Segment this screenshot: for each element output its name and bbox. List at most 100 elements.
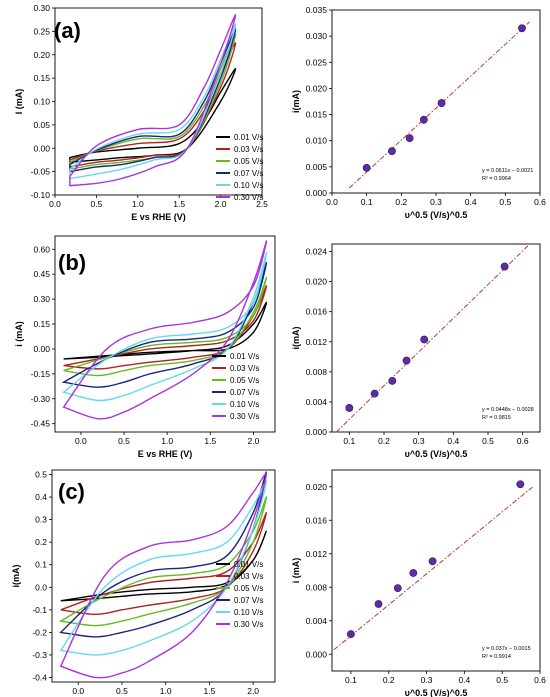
legend-label: 0.05 V/s	[230, 376, 259, 385]
data-point	[516, 480, 525, 489]
cv-curve-007	[61, 261, 268, 388]
y-tick-label: -0.15	[31, 369, 51, 379]
y-tick-label: 0.25	[33, 26, 50, 36]
y-tick-label: 0.20	[33, 50, 50, 60]
x-tick-label: 1.5	[203, 686, 215, 696]
y-tick-label: 0.012	[306, 337, 328, 347]
y-tick-label: 0.000	[306, 188, 328, 198]
y-tick-label: 0.020	[306, 83, 328, 93]
y-tick-label: 0.020	[306, 482, 328, 492]
y-tick-label: -0.1	[32, 605, 47, 615]
y-tick-label: 0.010	[306, 136, 328, 146]
x-tick-label: 2.0	[247, 686, 259, 696]
y-tick-label: 0.00	[33, 344, 50, 354]
y-tick-label: 0.024	[306, 247, 328, 257]
y-tick-label: 0.1	[35, 560, 47, 570]
y-tick-label: 0.012	[306, 549, 328, 559]
legend-label: 0.05 V/s	[234, 157, 263, 166]
cv-curve-001	[60, 530, 267, 602]
plot-frame	[51, 469, 276, 683]
x-tick-label: 0.2	[378, 436, 390, 446]
fit-r-squared: R² = 0.9815	[482, 415, 511, 421]
y-tick-label: 0.005	[306, 162, 328, 172]
y-tick-label: 0.00	[33, 143, 50, 153]
y-tick-label: 0.15	[33, 73, 50, 83]
y-tick-label: 0.60	[33, 244, 50, 254]
x-tick-label: 0.1	[343, 436, 355, 446]
cv-curve-007	[69, 28, 237, 173]
y-tick-label: -0.05	[31, 167, 51, 177]
y-tick-label: 0.000	[306, 649, 328, 659]
data-point	[345, 404, 354, 412]
data-point	[393, 584, 402, 592]
cv-curve-007	[59, 471, 267, 638]
x-tick-label: 0.0	[326, 197, 338, 207]
x-axis-label: E vs RHE (V)	[131, 212, 186, 222]
data-point	[370, 389, 379, 398]
y-tick-label: 0.5	[35, 470, 47, 480]
x-tick-label: 0.6	[534, 675, 546, 685]
x-tick-label: 0.5	[482, 436, 494, 446]
fit-c-chart: 0.1 0.2 0.3 0.4 0.5 0.6 0.000 0.004 0.008 0.012 0.…	[291, 469, 546, 697]
x-axis-label: υ^0.5 (V/s)^0.5	[405, 210, 468, 220]
legend-label: 0.10 V/s	[230, 400, 259, 409]
x-tick-label: 0.0	[72, 686, 84, 696]
fit-equation: y = 0.0611x − 0.0021	[482, 168, 533, 174]
legend-label: 0.07 V/s	[234, 169, 263, 178]
x-tick-label: 0.6	[517, 436, 529, 446]
x-tick-label: 0.2	[383, 675, 395, 685]
y-axis-label: i(mA)	[291, 90, 301, 113]
x-axis-label: υ^0.5 (V/s)^0.5	[405, 688, 468, 697]
y-tick-label: 0.016	[306, 515, 328, 525]
legend-label: 0.07 V/s	[234, 596, 263, 605]
fit-r-squared: R² = 0.9964	[482, 176, 511, 182]
y-axis-label: i(mA)	[11, 565, 21, 588]
x-tick-label: 0.5	[118, 436, 130, 446]
cv-curve-030	[69, 14, 237, 187]
y-axis-label: i(mA)	[291, 327, 301, 350]
y-tick-label: 0.000	[306, 427, 328, 437]
data-point	[409, 569, 418, 577]
data-point	[347, 630, 355, 639]
cv-curve-010	[69, 23, 237, 180]
y-tick-label: 0.008	[306, 367, 328, 377]
x-tick-label: 0.5	[116, 686, 128, 696]
panel-label: (b)	[58, 250, 86, 275]
cv-curve-005	[58, 496, 267, 627]
x-tick-label: 2.0	[248, 436, 260, 446]
y-tick-label: 0.030	[306, 31, 328, 41]
data-point	[362, 164, 371, 172]
cv-curve-001	[63, 301, 268, 360]
fit-a-chart: 0.0 0.1 0.2 0.3 0.4 0.5 0.6 0.000 0.005 0.010 0.01…	[291, 5, 546, 220]
y-tick-label: 0.3	[35, 515, 47, 525]
data-point	[374, 600, 383, 608]
x-tick-label: 0.5	[90, 199, 102, 209]
cv-b-chart: 0.0 0.5 1.0 1.5 2.0 -0.45 -0.30 -0.15 0.00 0.15 0.…	[14, 235, 276, 459]
x-tick-label: 2.0	[215, 199, 227, 209]
y-tick-label: 0.004	[306, 397, 328, 407]
y-tick-label: 0.45	[33, 269, 50, 279]
y-axis-label: I (mA)	[14, 89, 24, 115]
y-tick-label: 0.2	[35, 537, 47, 547]
x-tick-label: 1.0	[160, 686, 172, 696]
plot-frame	[331, 9, 541, 194]
data-point	[388, 147, 396, 156]
cv-curve-003	[63, 285, 268, 370]
x-tick-label: 1.0	[161, 436, 173, 446]
y-tick-label: 0.035	[306, 5, 328, 15]
y-tick-label: -0.10	[31, 190, 51, 200]
data-point	[500, 262, 509, 271]
y-tick-label: 0.05	[33, 120, 50, 130]
data-point	[437, 99, 446, 107]
x-tick-label: 0.1	[345, 675, 357, 685]
x-tick-label: 0.5	[496, 675, 508, 685]
x-tick-label: 0.0	[49, 199, 61, 209]
y-tick-label: 0.30	[33, 3, 50, 13]
legend-label: 0.05 V/s	[234, 584, 263, 593]
legend-label: 0.07 V/s	[230, 388, 259, 397]
legend-label: 0.30 V/s	[234, 193, 263, 202]
fit-line	[333, 486, 533, 651]
x-tick-label: 0.1	[361, 197, 373, 207]
legend-label: 0.30 V/s	[234, 620, 263, 629]
cv-curve-010	[59, 480, 267, 656]
